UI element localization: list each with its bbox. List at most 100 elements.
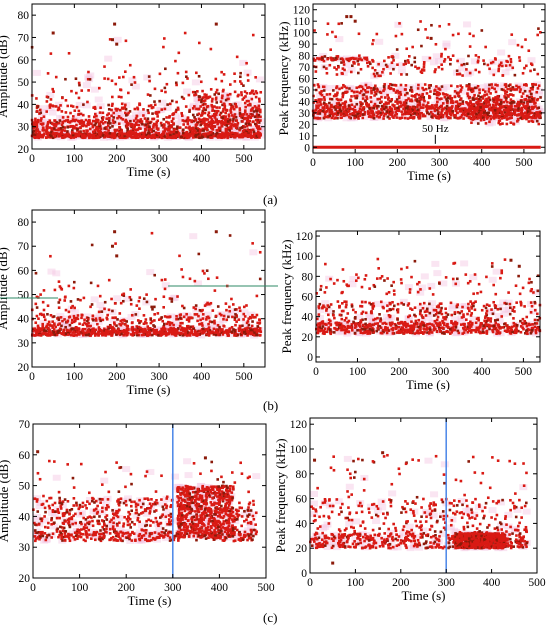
data-point: [373, 102, 377, 106]
data-point: [332, 94, 336, 98]
data-point: [483, 62, 486, 66]
data-point: [85, 130, 89, 133]
data-point: [537, 106, 541, 110]
data-point: [242, 84, 245, 87]
haze-mark: [428, 106, 437, 113]
data-point: [255, 110, 259, 113]
data-point: [341, 67, 345, 70]
data-point: [192, 135, 196, 139]
data-point: [492, 104, 495, 108]
data-point: [175, 330, 179, 334]
data-point: [347, 104, 351, 107]
data-point: [112, 116, 115, 119]
data-point: [467, 112, 470, 116]
data-point: [35, 106, 39, 110]
data-point: [149, 135, 152, 139]
data-point: [78, 330, 81, 334]
haze-mark: [143, 125, 152, 132]
data-point: [398, 100, 402, 104]
data-point: [464, 107, 467, 110]
data-point: [141, 329, 145, 333]
data-point: [133, 124, 136, 128]
data-point: [322, 85, 326, 89]
data-point: [459, 88, 463, 92]
data-point: [379, 74, 382, 78]
haze-mark: [508, 117, 517, 124]
data-point: [66, 125, 70, 129]
data-point: [470, 121, 473, 125]
data-point: [130, 83, 133, 86]
data-point: [180, 111, 183, 115]
data-point: [369, 87, 373, 90]
data-point: [520, 100, 523, 103]
haze-mark: [82, 102, 91, 109]
data-point: [197, 112, 201, 116]
data-point: [359, 101, 362, 104]
data-point: [403, 116, 407, 120]
data-point: [380, 112, 384, 115]
data-point: [225, 129, 228, 133]
data-point: [384, 63, 388, 67]
haze-mark: [416, 108, 425, 115]
data-point: [36, 324, 40, 328]
data-point: [361, 107, 365, 110]
data-point: [74, 118, 78, 122]
data-point: [250, 97, 254, 101]
data-point: [238, 107, 242, 110]
data-point: [505, 104, 508, 108]
data-point: [238, 109, 242, 112]
data-point: [492, 100, 496, 104]
data-point: [207, 322, 210, 326]
data-point: [528, 89, 532, 93]
haze-mark: [342, 115, 351, 122]
data-point: [530, 119, 533, 123]
data-point: [200, 121, 204, 125]
data-point: [110, 332, 113, 335]
scatter-series: [311, 15, 542, 126]
data-point: [490, 108, 493, 112]
data-point: [406, 112, 409, 115]
data-point: [473, 93, 476, 97]
data-point: [427, 94, 431, 98]
data-point: [158, 332, 161, 336]
data-point: [157, 334, 160, 337]
data-point: [50, 129, 54, 132]
data-point: [531, 82, 535, 86]
data-point: [352, 112, 356, 115]
data-point: [340, 22, 343, 25]
data-point: [320, 58, 324, 61]
data-point: [320, 98, 323, 101]
data-point: [210, 100, 214, 103]
data-point: [102, 136, 106, 139]
data-point: [198, 136, 201, 140]
data-point: [153, 313, 156, 316]
data-point: [223, 105, 227, 108]
data-point: [115, 333, 118, 336]
data-point: [471, 97, 475, 100]
data-point: [252, 110, 256, 113]
data-point: [34, 321, 38, 325]
haze-mark: [441, 114, 450, 121]
data-point: [126, 136, 129, 139]
data-point: [415, 110, 419, 113]
data-point: [509, 89, 513, 92]
data-point: [163, 37, 166, 40]
data-point: [109, 122, 112, 125]
data-point: [62, 328, 66, 332]
data-point: [505, 96, 508, 100]
data-point: [314, 70, 318, 73]
data-point: [367, 86, 371, 89]
haze-mark: [62, 121, 71, 128]
data-point: [175, 130, 178, 134]
data-point: [256, 120, 259, 124]
data-point: [55, 333, 59, 336]
data-point: [444, 111, 448, 115]
data-point: [317, 109, 321, 113]
data-point: [446, 101, 449, 105]
haze-mark: [527, 57, 536, 64]
data-point: [435, 85, 438, 88]
data-point: [110, 134, 113, 138]
data-point: [45, 95, 49, 99]
data-point: [196, 121, 199, 125]
data-point: [155, 125, 158, 128]
